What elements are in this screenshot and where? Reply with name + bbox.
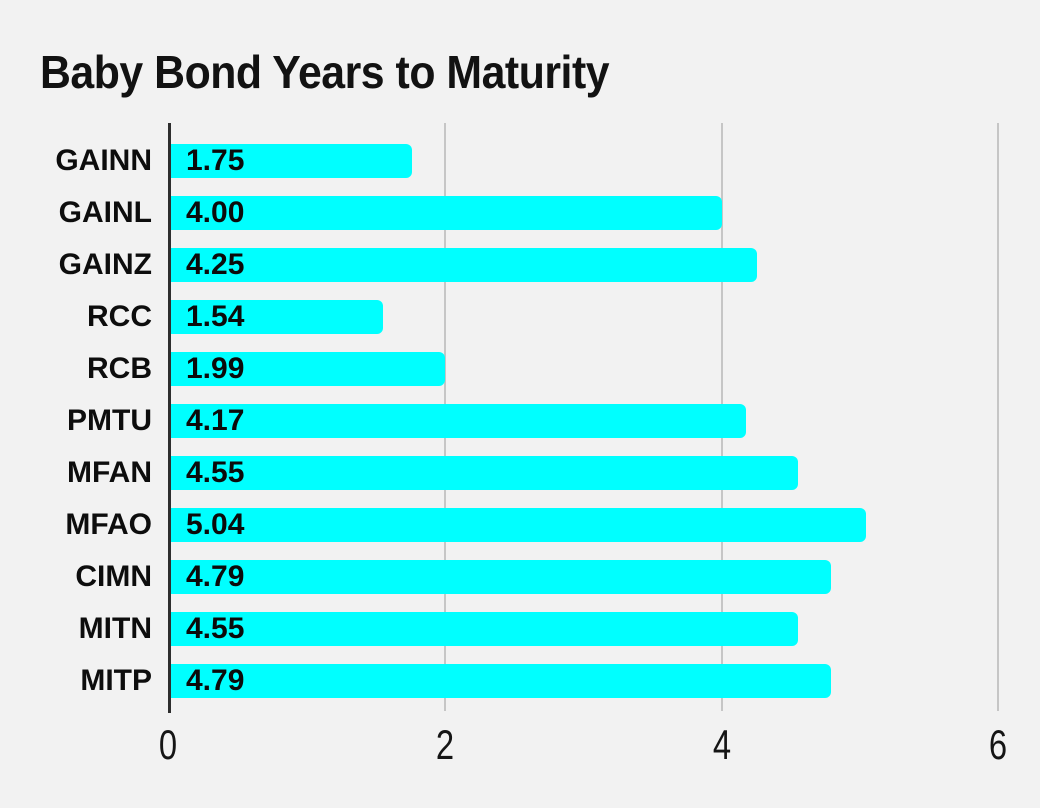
x-tick-label: 0 [158, 721, 178, 768]
y-axis-line [168, 123, 171, 713]
bar-value-label: 1.75 [186, 144, 245, 177]
category-label: PMTU [67, 404, 152, 437]
chart-title: Baby Bond Years to Maturity [40, 46, 610, 98]
category-label: GAINL [58, 196, 152, 229]
bar: 5.04 [171, 508, 866, 542]
category-label: CIMN [75, 560, 152, 593]
bar: 1.54 [171, 300, 383, 334]
category-label: RCB [87, 352, 152, 385]
x-tick-label: 4 [712, 721, 731, 768]
bar-value-label: 1.99 [186, 352, 245, 385]
category-label: MITP [80, 664, 152, 697]
bar: 4.55 [171, 456, 798, 490]
category-label: GAINZ [58, 248, 152, 281]
bar: 4.55 [171, 612, 798, 646]
category-label: MFAO [65, 508, 152, 541]
bar-value-label: 4.79 [186, 560, 245, 593]
bar: 4.25 [171, 248, 757, 282]
bar-value-label: 4.25 [186, 248, 245, 281]
bar: 4.79 [171, 560, 831, 594]
bar-value-label: 4.55 [186, 456, 245, 489]
bar: 4.00 [171, 196, 722, 230]
x-tick-label: 6 [989, 721, 1008, 768]
bar: 1.99 [171, 352, 445, 386]
x-tick-label: 2 [435, 721, 454, 768]
category-label: RCC [87, 300, 152, 333]
gridline [997, 123, 1000, 711]
bar-value-label: 4.55 [186, 612, 245, 645]
category-label: MITN [78, 612, 152, 645]
category-label: MFAN [67, 456, 152, 489]
bar-value-label: 1.54 [186, 300, 245, 333]
bar-value-label: 4.00 [186, 196, 245, 229]
bar-value-label: 4.17 [186, 404, 245, 437]
category-label: GAINN [55, 144, 152, 177]
bar: 4.79 [171, 664, 831, 698]
bar-value-label: 5.04 [186, 508, 245, 541]
bar: 1.75 [171, 144, 412, 178]
bar: 4.17 [171, 404, 746, 438]
bar-value-label: 4.79 [186, 664, 245, 697]
